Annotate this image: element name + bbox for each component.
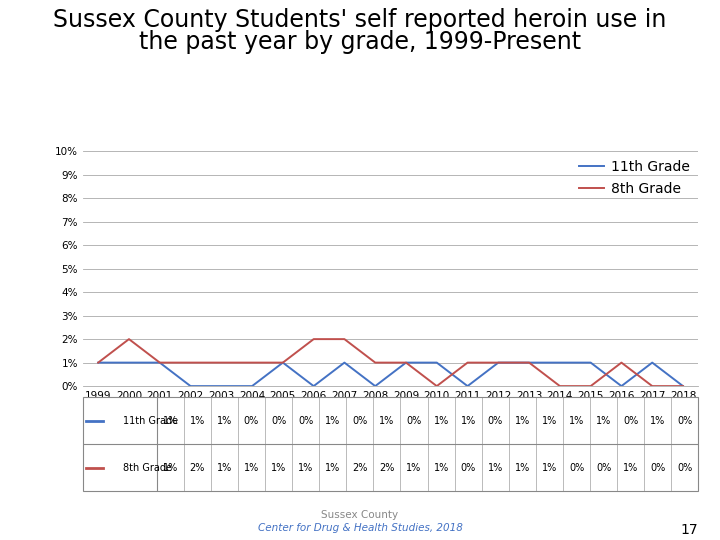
Text: the past year by grade, 1999-Present: the past year by grade, 1999-Present: [139, 30, 581, 53]
Text: 0%: 0%: [271, 415, 286, 426]
Text: 1%: 1%: [271, 463, 286, 473]
Text: 0%: 0%: [650, 463, 665, 473]
Text: 1%: 1%: [433, 463, 449, 473]
Text: 1%: 1%: [433, 415, 449, 426]
Text: 0%: 0%: [596, 463, 611, 473]
Text: 0%: 0%: [678, 463, 693, 473]
Text: 1%: 1%: [406, 463, 422, 473]
Text: 0%: 0%: [461, 463, 476, 473]
Text: 1%: 1%: [596, 415, 611, 426]
Text: 1%: 1%: [379, 415, 395, 426]
Text: Sussex County Students' self reported heroin use in: Sussex County Students' self reported he…: [53, 8, 667, 32]
Text: 0%: 0%: [352, 415, 367, 426]
Text: 1%: 1%: [189, 415, 205, 426]
Text: 1%: 1%: [515, 463, 530, 473]
Text: 1%: 1%: [217, 463, 232, 473]
Text: 2%: 2%: [352, 463, 367, 473]
Text: 8th Grade: 8th Grade: [123, 463, 172, 473]
Text: 1%: 1%: [163, 415, 178, 426]
Text: 0%: 0%: [678, 415, 693, 426]
Text: 2%: 2%: [189, 463, 205, 473]
Text: 1%: 1%: [541, 415, 557, 426]
Text: Sussex County: Sussex County: [321, 510, 399, 521]
Legend: 11th Grade, 8th Grade: 11th Grade, 8th Grade: [574, 154, 696, 201]
Text: 0%: 0%: [487, 415, 503, 426]
Text: 1%: 1%: [325, 415, 341, 426]
Text: 1%: 1%: [541, 463, 557, 473]
Text: 17: 17: [681, 523, 698, 537]
Text: 1%: 1%: [163, 463, 178, 473]
Text: Center for Drug & Health Studies, 2018: Center for Drug & Health Studies, 2018: [258, 523, 462, 533]
Text: 1%: 1%: [487, 463, 503, 473]
Text: 1%: 1%: [650, 415, 665, 426]
Text: 0%: 0%: [623, 415, 639, 426]
Text: 1%: 1%: [298, 463, 313, 473]
Text: 0%: 0%: [569, 463, 584, 473]
Text: 1%: 1%: [325, 463, 341, 473]
Text: 1%: 1%: [461, 415, 476, 426]
Text: 0%: 0%: [244, 415, 259, 426]
Text: 1%: 1%: [569, 415, 584, 426]
Text: 2%: 2%: [379, 463, 395, 473]
Text: 0%: 0%: [406, 415, 422, 426]
Text: 0%: 0%: [298, 415, 313, 426]
Text: 1%: 1%: [217, 415, 232, 426]
Text: 11th Grade: 11th Grade: [123, 415, 179, 426]
Text: 1%: 1%: [515, 415, 530, 426]
Text: 1%: 1%: [244, 463, 259, 473]
Text: 1%: 1%: [623, 463, 639, 473]
